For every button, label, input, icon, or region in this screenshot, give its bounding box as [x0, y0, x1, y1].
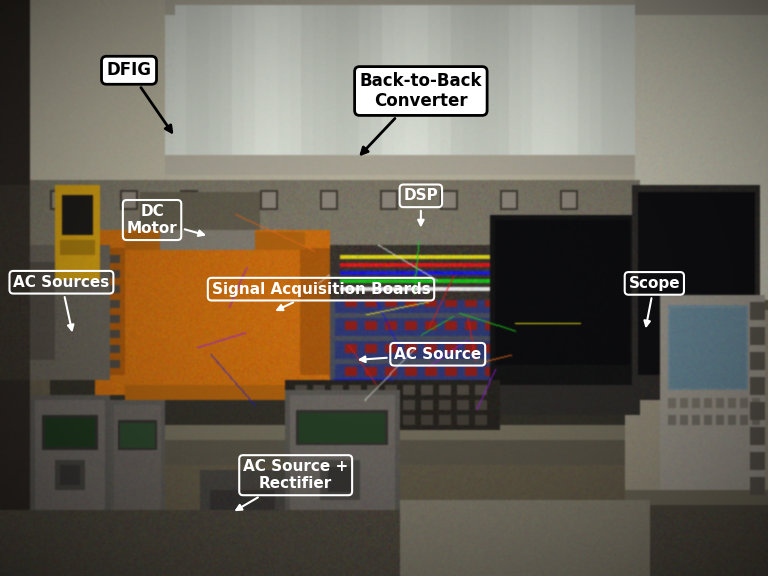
Text: Scope: Scope	[628, 276, 680, 326]
Text: DFIG: DFIG	[107, 61, 172, 132]
Text: AC Sources: AC Sources	[13, 275, 110, 330]
Text: AC Source: AC Source	[360, 347, 482, 362]
Text: Back-to-Back
Converter: Back-to-Back Converter	[359, 71, 482, 154]
Text: Signal Acquisition Boards: Signal Acquisition Boards	[212, 282, 430, 310]
Text: AC Source +
Rectifier: AC Source + Rectifier	[237, 459, 349, 510]
Text: DSP: DSP	[403, 188, 439, 225]
Text: DC
Motor: DC Motor	[127, 204, 204, 236]
